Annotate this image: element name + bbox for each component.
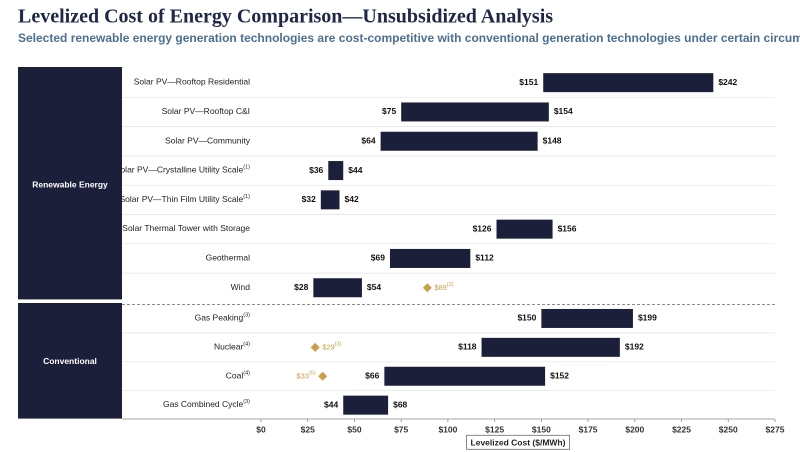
x-tick-label: $75: [394, 424, 408, 434]
x-tick-label: $250: [719, 424, 738, 434]
x-tick-label: $0: [256, 424, 266, 434]
value-label: $199: [638, 313, 657, 323]
category-label: Solar Thermal Tower with Storage: [122, 223, 250, 233]
category-label: Gas Combined Cycle(3): [163, 399, 250, 409]
x-tick-label: $225: [672, 424, 691, 434]
marker-label: $33(5): [296, 371, 315, 381]
range-bar: [481, 337, 620, 357]
category-note: (1): [243, 194, 250, 200]
marker-note: (2): [447, 282, 454, 288]
marker-diamond: [422, 283, 432, 293]
value-label: $42: [345, 194, 359, 204]
range-bar: [543, 73, 714, 93]
category-note: (4): [243, 371, 250, 377]
category-note: (1): [243, 165, 250, 171]
value-label: $242: [718, 77, 737, 87]
value-label: $66: [365, 371, 379, 381]
category-name: Solar Thermal Tower with Storage: [122, 223, 250, 233]
range-bar: [313, 278, 362, 298]
value-label: $148: [543, 136, 562, 146]
value-label: $32: [302, 194, 316, 204]
category-name: Solar PV—Thin Film Utility Scale: [120, 194, 244, 204]
category-label: Wind: [231, 282, 251, 292]
x-axis-label-box: [466, 434, 570, 450]
category-name: Gas Peaking: [195, 313, 244, 323]
range-bar: [384, 366, 546, 386]
group-panel: [18, 67, 122, 300]
x-tick-label: $175: [579, 424, 598, 434]
marker-diamond: [310, 342, 320, 352]
category-label: Gas Peaking(3): [195, 313, 251, 323]
marker-label: $89(2): [434, 282, 453, 292]
value-label: $126: [473, 223, 492, 233]
value-label: $192: [625, 342, 644, 352]
x-axis-label: Levelized Cost ($/MWh): [471, 437, 566, 447]
value-label: $118: [458, 342, 477, 352]
category-name: Solar PV—Rooftop C&I: [162, 106, 250, 116]
x-tick-label: $150: [532, 424, 551, 434]
category-label: Solar PV—Rooftop Residential: [134, 77, 250, 87]
chart-title: Levelized Cost of Energy Comparison—Unsu…: [18, 6, 553, 28]
value-label: $44: [324, 399, 338, 409]
category-name: Geothermal: [206, 253, 251, 263]
range-bar: [401, 102, 549, 122]
x-tick-label: $275: [766, 424, 785, 434]
marker-note: (3): [335, 342, 342, 348]
x-tick-label: $50: [347, 424, 361, 434]
category-label: Solar PV—Community: [165, 136, 251, 146]
category-label: Solar PV—Rooftop C&I: [162, 106, 250, 116]
category-label: Geothermal: [206, 253, 251, 263]
range-bar: [328, 161, 344, 181]
category-name: Gas Combined Cycle: [163, 399, 244, 409]
range-bar: [496, 219, 553, 239]
group-label: Renewable Energy: [32, 179, 108, 189]
marker-diamond: [318, 371, 328, 381]
category-note: (3): [243, 313, 250, 319]
x-tick-label: $125: [485, 424, 504, 434]
marker-value: $29: [322, 342, 335, 351]
category-label: Nuclear(4): [214, 342, 250, 352]
x-tick-label: $100: [438, 424, 457, 434]
category-name: Coal: [226, 371, 244, 381]
category-note: (3): [243, 400, 250, 406]
marker-label: $29(3): [322, 342, 341, 352]
marker-value: $33: [296, 371, 309, 380]
category-name: Solar PV—Crystalline Utility Scale: [115, 165, 244, 175]
value-label: $152: [550, 371, 569, 381]
value-label: $112: [475, 253, 494, 263]
category-label: Solar PV—Thin Film Utility Scale(1): [120, 194, 251, 204]
x-tick-label: $200: [625, 424, 644, 434]
category-name: Solar PV—Rooftop Residential: [134, 77, 250, 87]
group-label: Conventional: [43, 356, 97, 366]
value-label: $150: [517, 313, 536, 323]
category-name: Solar PV—Community: [165, 136, 251, 146]
value-label: $64: [361, 136, 375, 146]
category-name: Nuclear: [214, 342, 243, 352]
value-label: $156: [558, 223, 577, 233]
category-note: (4): [243, 342, 250, 348]
range-bar: [380, 131, 538, 151]
marker-note: (5): [309, 371, 316, 377]
marker-value: $89: [434, 283, 447, 292]
value-label: $54: [367, 282, 381, 292]
range-bar: [541, 308, 633, 328]
category-label: Coal(4): [226, 371, 250, 381]
x-tick-label: $25: [301, 424, 315, 434]
category-name: Wind: [231, 282, 251, 292]
range-bar: [343, 395, 389, 415]
value-label: $44: [348, 165, 362, 175]
range-bar: [320, 190, 340, 210]
category-label: Solar PV—Crystalline Utility Scale(1): [115, 165, 250, 175]
group-panel: [18, 303, 122, 419]
value-label: $154: [554, 106, 573, 116]
chart-subtitle: Selected renewable energy generation tec…: [18, 31, 800, 45]
value-label: $68: [393, 399, 407, 409]
value-label: $36: [309, 165, 323, 175]
value-label: $28: [294, 282, 308, 292]
range-bar: [389, 248, 471, 268]
value-label: $151: [519, 77, 538, 87]
value-label: $69: [371, 253, 385, 263]
value-label: $75: [382, 106, 396, 116]
